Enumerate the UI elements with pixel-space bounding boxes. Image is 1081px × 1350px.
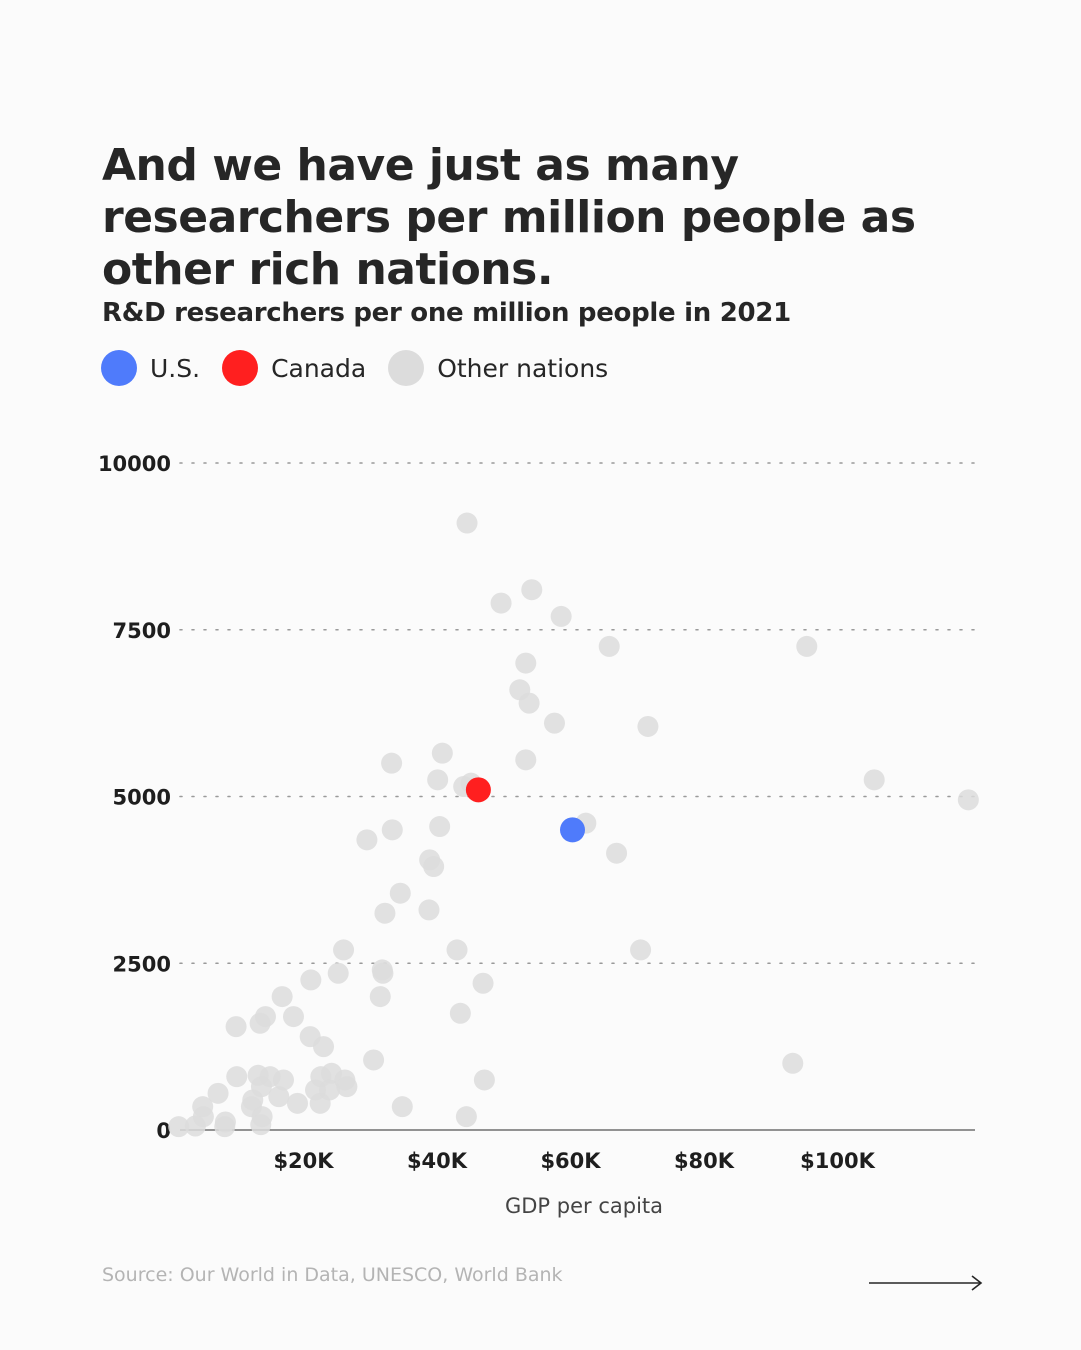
data-point-other-nations-39 [372,962,394,984]
data-point-other-nations-43 [389,882,411,904]
data-point-other-nations-61 [515,652,537,674]
data-point-other-nations-58 [473,1069,495,1091]
data-point-other-nations-3 [192,1096,214,1118]
data-point-other-nations-70 [630,939,652,961]
data-point-other-nations-50 [431,742,453,764]
data-point-other-nations-35 [356,829,378,851]
data-point-other-nations-57 [472,972,494,994]
y-tick-label-7500: 7500 [113,619,171,643]
legend-label-other: Other nations [437,353,609,383]
x-axis-title: GDP per capita [505,1194,663,1218]
data-point-other-nations-13 [225,1016,247,1038]
data-point-other-nations-55 [456,512,478,534]
data-point-other-nations-29 [319,1079,341,1101]
data-point-other-nations-69 [606,842,628,864]
next-arrow-icon[interactable] [868,1272,984,1294]
data-point-other-nations-16 [272,1069,294,1091]
data-point-other-nations-4 [207,1082,229,1104]
x-tick-label-20k: $20K [273,1149,334,1173]
data-point-other-nations-65 [543,712,565,734]
legend-item-other: Other nations [388,350,608,386]
data-point-other-nations-36 [363,1049,385,1071]
data-point-other-nations-51 [446,939,468,961]
data-point-other-nations-37 [369,986,391,1008]
legend: U.S. Canada Other nations [101,350,630,386]
data-point-other-nations-0 [168,1116,190,1138]
data-point-other-nations-44 [391,1096,413,1118]
y-tick-label-5000: 5000 [113,786,171,810]
data-point-other-nations-68 [598,635,620,657]
data-point-other-nations-73 [796,635,818,657]
data-point-other-nations-48 [427,769,449,791]
data-point-other-nations-74 [863,769,885,791]
data-point-other-nations-19 [271,986,293,1008]
data-point-other-nations-45 [418,899,440,921]
legend-item-canada: Canada [222,350,366,386]
x-tick-label-60k: $60K [540,1149,601,1173]
data-point-other-nations-17 [268,1086,290,1108]
data-point-canada-0 [465,777,491,803]
data-point-other-nations-42 [381,752,403,774]
data-point-other-nations-64 [521,579,543,601]
data-point-other-nations-15 [250,1114,272,1136]
headline: And we have just as many researchers per… [102,140,916,295]
data-point-other-nations-59 [490,592,512,614]
data-point-other-nations-33 [336,1076,358,1098]
x-tick-label-40k: $40K [407,1149,468,1173]
y-tick-label-10000: 10000 [98,452,171,476]
data-point-other-nations-52 [449,1002,471,1024]
source-note: Source: Our World in Data, UNESCO, World… [102,1264,563,1286]
data-point-other-nations-47 [423,856,445,878]
data-point-other-nations-49 [429,816,451,838]
x-tick-label-80k: $80K [674,1149,735,1173]
data-point-other-nations-25 [313,1036,335,1058]
data-point-other-nations-63 [518,692,540,714]
data-point-other-nations-22 [286,1092,308,1114]
data-point-other-nations-21 [249,1012,271,1034]
data-point-other-nations-18 [282,1006,304,1028]
chart-title: R&D researchers per one million people i… [102,298,791,328]
y-tick-label-2500: 2500 [113,952,171,976]
data-point-other-nations-62 [515,749,537,771]
data-point-other-nations-66 [550,605,572,627]
x-tick-label-100k: $100K [800,1149,875,1173]
data-point-other-nations-34 [333,939,355,961]
data-point-other-nations-75 [957,789,979,811]
data-point-other-nations-6 [214,1116,236,1138]
data-point-other-nations-71 [637,715,659,737]
legend-swatch-us [101,350,137,386]
data-point-other-nations-12 [226,1066,248,1088]
data-point-other-nations-31 [327,962,349,984]
data-point-other-nations-40 [374,902,396,924]
data-point-u-s-0 [560,817,586,843]
legend-item-us: U.S. [101,350,200,386]
data-point-other-nations-41 [381,819,403,841]
data-point-other-nations-72 [782,1052,804,1074]
data-point-other-nations-24 [300,969,322,991]
legend-label-us: U.S. [150,353,201,383]
data-point-other-nations-56 [455,1106,477,1128]
y-tick-label-0: 0 [156,1119,171,1143]
legend-label-canada: Canada [271,353,367,383]
legend-swatch-other [388,350,425,386]
legend-swatch-canada [222,350,259,386]
